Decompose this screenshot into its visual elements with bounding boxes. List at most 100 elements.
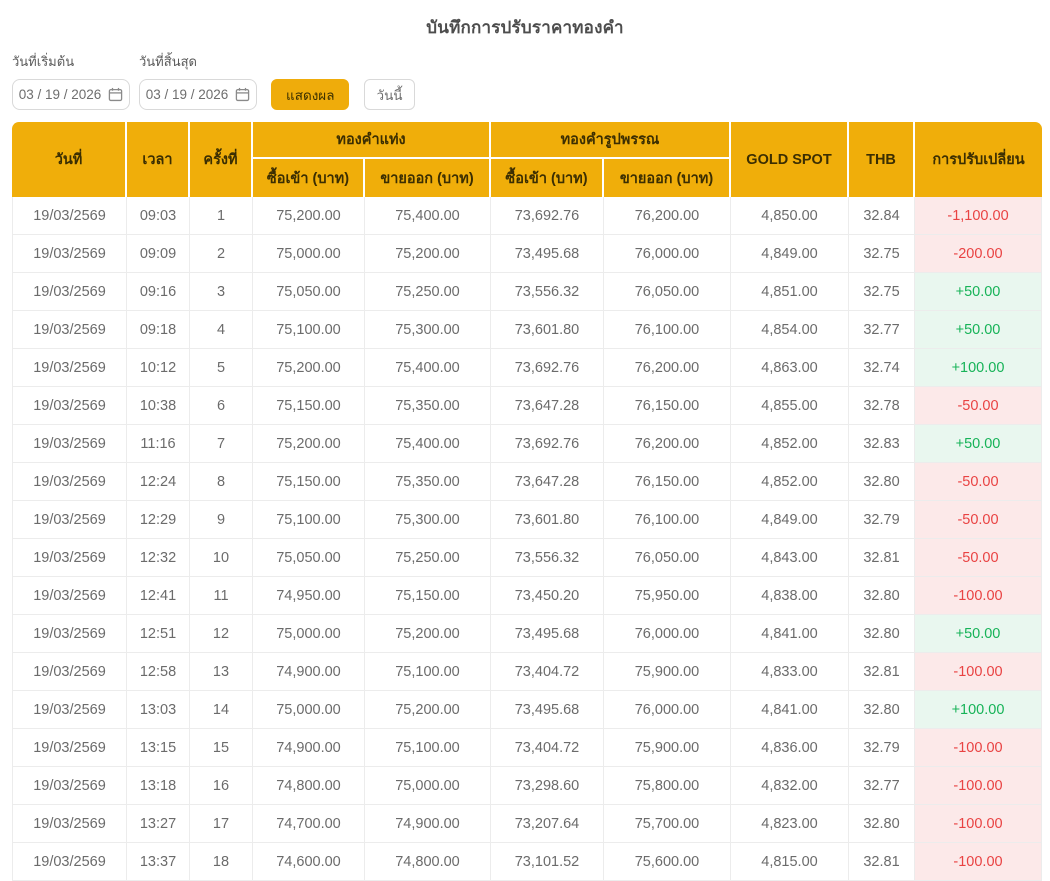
header-time: เวลา	[127, 122, 190, 197]
cell-date: 19/03/2569	[12, 805, 127, 843]
cell-ornament-sell: 75,900.00	[604, 653, 731, 691]
cell-ornament-buy: 73,404.72	[491, 653, 604, 691]
cell-date: 19/03/2569	[12, 197, 127, 235]
cell-time: 10:38	[127, 387, 190, 425]
table-body: 19/03/2569 09:03 1 75,200.00 75,400.00 7…	[12, 197, 1042, 881]
cell-ornament-sell: 76,000.00	[604, 691, 731, 729]
start-date-group: วันที่เริ่มต้น 03 / 19 / 2026	[12, 51, 130, 110]
calendar-icon[interactable]	[108, 87, 123, 102]
cell-bar-sell: 75,200.00	[365, 235, 491, 273]
cell-count: 15	[190, 729, 253, 767]
table-row: 19/03/2569 12:24 8 75,150.00 75,350.00 7…	[12, 463, 1042, 501]
cell-count: 9	[190, 501, 253, 539]
cell-ornament-buy: 73,298.60	[491, 767, 604, 805]
cell-bar-sell: 75,400.00	[365, 349, 491, 387]
cell-bar-buy: 75,050.00	[253, 273, 365, 311]
header-gold-bar-group: ทองคำแท่ง	[253, 122, 491, 159]
end-date-input[interactable]: 03 / 19 / 2026	[139, 79, 257, 110]
cell-ornament-sell: 76,200.00	[604, 197, 731, 235]
table-row: 19/03/2569 13:18 16 74,800.00 75,000.00 …	[12, 767, 1042, 805]
cell-gold-spot: 4,851.00	[731, 273, 849, 311]
cell-bar-sell: 75,400.00	[365, 197, 491, 235]
cell-time: 13:27	[127, 805, 190, 843]
cell-change: -50.00	[915, 501, 1042, 539]
cell-ornament-sell: 76,000.00	[604, 615, 731, 653]
cell-gold-spot: 4,850.00	[731, 197, 849, 235]
cell-ornament-sell: 76,150.00	[604, 387, 731, 425]
cell-time: 13:15	[127, 729, 190, 767]
cell-thb: 32.75	[849, 235, 915, 273]
cell-bar-buy: 74,900.00	[253, 653, 365, 691]
cell-bar-sell: 75,300.00	[365, 311, 491, 349]
cell-ornament-buy: 73,647.28	[491, 387, 604, 425]
cell-ornament-buy: 73,647.28	[491, 463, 604, 501]
cell-time: 12:32	[127, 539, 190, 577]
cell-thb: 32.81	[849, 843, 915, 881]
end-date-value: 03 / 19 / 2026	[146, 87, 229, 102]
start-date-label: วันที่เริ่มต้น	[12, 51, 130, 72]
table-row: 19/03/2569 10:12 5 75,200.00 75,400.00 7…	[12, 349, 1042, 387]
cell-date: 19/03/2569	[12, 425, 127, 463]
cell-date: 19/03/2569	[12, 691, 127, 729]
header-count: ครั้งที่	[190, 122, 253, 197]
cell-date: 19/03/2569	[12, 615, 127, 653]
cell-time: 12:58	[127, 653, 190, 691]
cell-change: -200.00	[915, 235, 1042, 273]
cell-bar-buy: 75,000.00	[253, 691, 365, 729]
cell-bar-buy: 75,200.00	[253, 197, 365, 235]
cell-gold-spot: 4,843.00	[731, 539, 849, 577]
cell-gold-spot: 4,852.00	[731, 463, 849, 501]
cell-date: 19/03/2569	[12, 577, 127, 615]
cell-thb: 32.80	[849, 615, 915, 653]
cell-count: 10	[190, 539, 253, 577]
cell-thb: 32.74	[849, 349, 915, 387]
cell-count: 18	[190, 843, 253, 881]
cell-count: 6	[190, 387, 253, 425]
cell-ornament-sell: 76,200.00	[604, 349, 731, 387]
cell-ornament-sell: 76,150.00	[604, 463, 731, 501]
cell-ornament-sell: 76,100.00	[604, 501, 731, 539]
cell-bar-sell: 75,300.00	[365, 501, 491, 539]
header-thb: THB	[849, 122, 915, 197]
cell-ornament-sell: 75,900.00	[604, 729, 731, 767]
cell-ornament-buy: 73,495.68	[491, 691, 604, 729]
calendar-icon[interactable]	[235, 87, 250, 102]
today-button[interactable]: วันนี้	[364, 79, 414, 110]
cell-bar-sell: 75,400.00	[365, 425, 491, 463]
filter-bar: วันที่เริ่มต้น 03 / 19 / 2026 วันที่สิ้น…	[12, 51, 1050, 110]
cell-thb: 32.78	[849, 387, 915, 425]
cell-change: -100.00	[915, 805, 1042, 843]
header-bar-buy: ซื้อเข้า (บาท)	[253, 159, 365, 197]
cell-thb: 32.81	[849, 539, 915, 577]
cell-change: -1,100.00	[915, 197, 1042, 235]
cell-bar-sell: 75,350.00	[365, 463, 491, 501]
cell-count: 14	[190, 691, 253, 729]
cell-date: 19/03/2569	[12, 539, 127, 577]
cell-ornament-buy: 73,450.20	[491, 577, 604, 615]
header-change: การปรับเปลี่ยน	[915, 122, 1042, 197]
table-row: 19/03/2569 12:51 12 75,000.00 75,200.00 …	[12, 615, 1042, 653]
cell-time: 09:18	[127, 311, 190, 349]
cell-change: +50.00	[915, 273, 1042, 311]
cell-thb: 32.80	[849, 463, 915, 501]
cell-date: 19/03/2569	[12, 349, 127, 387]
cell-ornament-buy: 73,692.76	[491, 349, 604, 387]
cell-ornament-buy: 73,556.32	[491, 273, 604, 311]
table-row: 19/03/2569 09:03 1 75,200.00 75,400.00 7…	[12, 197, 1042, 235]
start-date-input[interactable]: 03 / 19 / 2026	[12, 79, 130, 110]
cell-thb: 32.80	[849, 577, 915, 615]
cell-change: -100.00	[915, 653, 1042, 691]
cell-ornament-buy: 73,692.76	[491, 425, 604, 463]
cell-thb: 32.77	[849, 311, 915, 349]
cell-bar-sell: 75,200.00	[365, 691, 491, 729]
table-row: 19/03/2569 11:16 7 75,200.00 75,400.00 7…	[12, 425, 1042, 463]
show-results-button[interactable]: แสดงผล	[271, 79, 349, 110]
cell-bar-buy: 75,200.00	[253, 425, 365, 463]
table-row: 19/03/2569 12:29 9 75,100.00 75,300.00 7…	[12, 501, 1042, 539]
cell-count: 12	[190, 615, 253, 653]
cell-bar-sell: 75,250.00	[365, 273, 491, 311]
cell-ornament-sell: 75,600.00	[604, 843, 731, 881]
cell-bar-buy: 74,950.00	[253, 577, 365, 615]
table-row: 19/03/2569 13:15 15 74,900.00 75,100.00 …	[12, 729, 1042, 767]
start-date-value: 03 / 19 / 2026	[19, 87, 102, 102]
